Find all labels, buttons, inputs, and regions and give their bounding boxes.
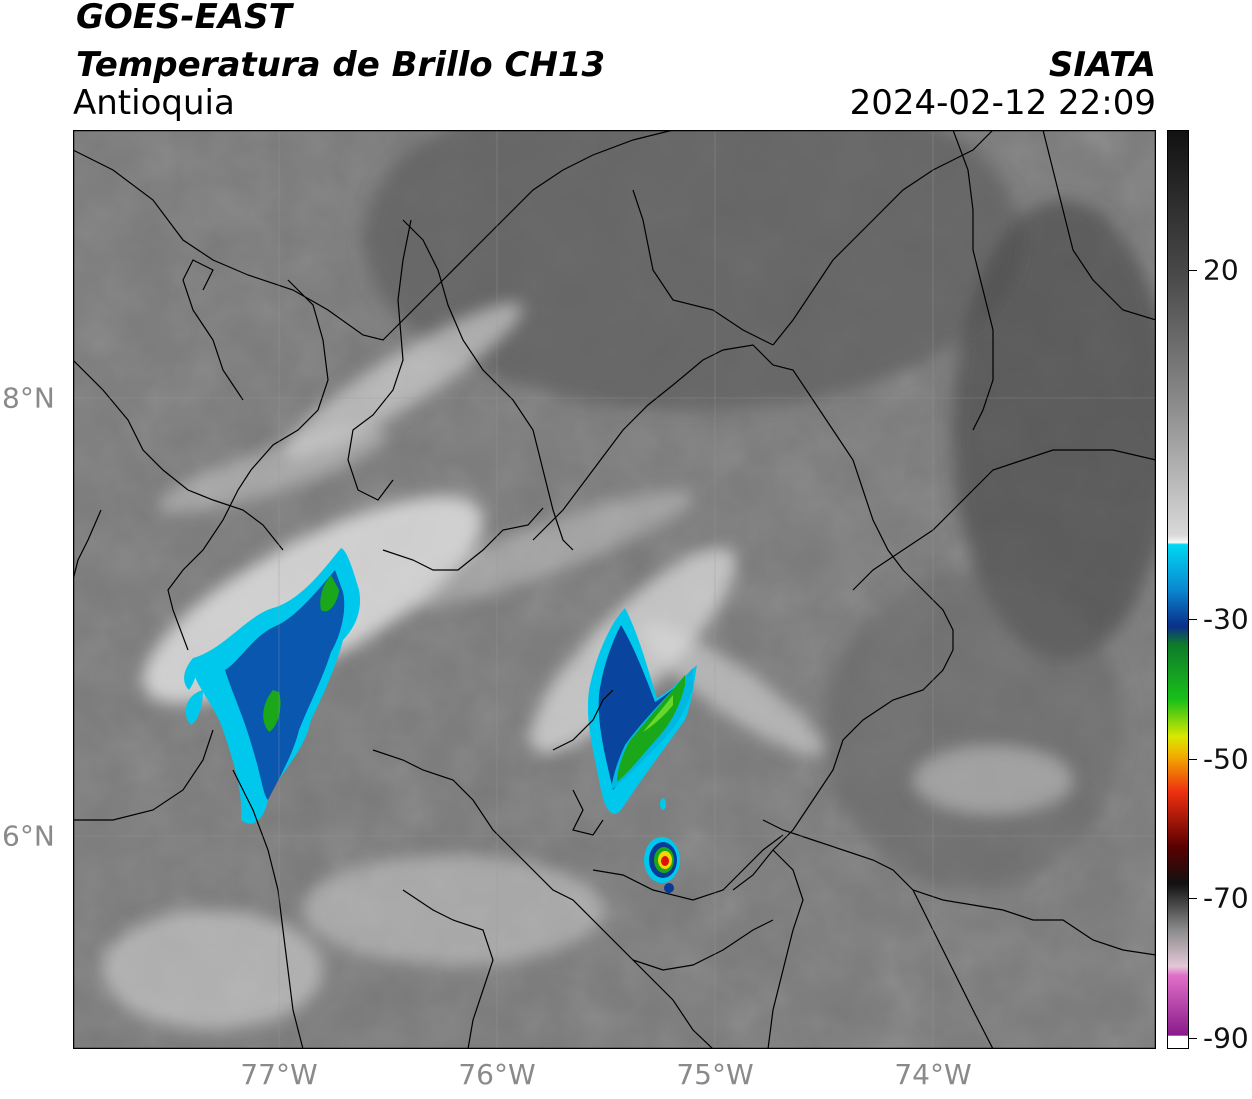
lon-label-76w: 76°W	[458, 1058, 536, 1091]
product-title: Temperatura de Brillo CH13	[76, 45, 606, 85]
coastlines-and-borders	[73, 130, 1156, 1049]
colorbar-tick	[1189, 1038, 1197, 1039]
lon-label-74w: 74°W	[894, 1058, 972, 1091]
colorbar-tick	[1189, 759, 1197, 760]
lat-label-6n: 6°N	[2, 819, 55, 853]
satellite-title: GOES-EAST	[76, 0, 292, 37]
colorbar-tick	[1189, 619, 1197, 620]
colorbar-label-minus30: -30	[1203, 602, 1249, 636]
colorbar-label-20: 20	[1203, 253, 1239, 287]
convective-cell-south	[644, 798, 680, 893]
colorbar-label-minus50: -50	[1203, 742, 1249, 776]
lon-label-77w: 77°W	[240, 1058, 318, 1091]
map-frame	[73, 130, 1156, 1049]
graticule	[73, 130, 1156, 1049]
organization-label: SIATA	[1048, 45, 1156, 85]
colorbar-label-minus90: -90	[1203, 1021, 1249, 1055]
temperature-colorbar	[1167, 130, 1189, 1049]
lat-label-8n: 8°N	[2, 381, 55, 415]
satellite-map	[73, 130, 1156, 1049]
colorbar-label-minus70: -70	[1203, 881, 1249, 915]
lon-label-75w: 75°W	[676, 1058, 754, 1091]
colorbar-tick	[1189, 270, 1197, 271]
convective-cell-central	[587, 608, 697, 814]
convective-cell-west	[184, 548, 361, 824]
region-label: Antioquia	[73, 83, 235, 123]
colorbar-tick	[1189, 898, 1197, 899]
warm-surface-regions	[363, 130, 1156, 890]
timestamp-label: 2024-02-12 22:09	[849, 83, 1156, 123]
